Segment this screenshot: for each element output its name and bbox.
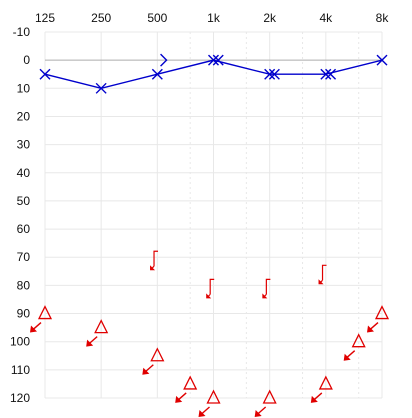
- x-tick-label: 125: [35, 11, 55, 25]
- series-x: [39, 54, 388, 94]
- data-point-bracket: [150, 250, 159, 271]
- x-tick-label: 4k: [319, 11, 333, 25]
- data-point-x: [39, 68, 51, 80]
- x-tick-label: 1k: [207, 11, 221, 25]
- data-point-bracket: [262, 278, 271, 299]
- grid-layer: [44, 31, 383, 399]
- data-point-x: [376, 54, 388, 66]
- data-point-triangle-arrow: [86, 319, 109, 347]
- y-tick-label: 40: [17, 166, 31, 180]
- y-tick-label: 80: [17, 278, 31, 292]
- data-point-bracket: [206, 278, 215, 299]
- data-point-x: [212, 54, 224, 66]
- y-tick-label: 70: [17, 250, 31, 264]
- series-layer: [30, 53, 390, 417]
- series-bracket: [150, 250, 327, 299]
- data-point-x: [325, 68, 337, 80]
- y-tick-label: 50: [17, 194, 31, 208]
- data-point-bone-right: [160, 53, 168, 67]
- data-point-x: [151, 68, 163, 80]
- y-tick-label: 90: [17, 307, 31, 321]
- data-point-x: [95, 82, 107, 94]
- data-point-triangle-arrow: [310, 375, 333, 403]
- y-tick-label: 30: [17, 138, 31, 152]
- y-tick-label: 20: [17, 109, 31, 123]
- y-tick-label: 100: [10, 335, 30, 349]
- data-point-x: [208, 54, 219, 66]
- data-point-triangle-arrow: [367, 305, 390, 333]
- data-point-x: [264, 68, 276, 80]
- y-tick-label: 110: [11, 363, 30, 377]
- data-point-x: [268, 68, 280, 80]
- y-tick-label: 60: [17, 222, 31, 236]
- series-triangle-arrow: [30, 305, 390, 417]
- data-point-triangle-arrow: [254, 389, 277, 417]
- data-point-triangle-arrow: [198, 389, 221, 417]
- data-point-bracket: [318, 264, 327, 285]
- data-point-triangle-arrow: [175, 375, 198, 403]
- axis-layer: 125 250 500 1k 2k 4k 8k -10 0 10 20 30 40 50 60 70 80 90 1…: [10, 11, 389, 405]
- y-tick-label: -10: [13, 25, 31, 39]
- x-tick-label: 2k: [263, 11, 277, 25]
- data-point-triangle-arrow: [142, 347, 165, 375]
- data-point-triangle-arrow: [30, 305, 53, 333]
- y-tick-label: 10: [17, 81, 31, 95]
- y-tick-label: 120: [10, 391, 30, 405]
- x-tick-label: 8k: [376, 11, 390, 25]
- x-tick-label: 500: [147, 11, 167, 25]
- data-point-triangle-arrow: [343, 333, 366, 361]
- series-bone-right: [160, 53, 168, 67]
- y-tick-label: 0: [23, 53, 30, 67]
- data-point-x: [320, 68, 332, 80]
- x-tick-label: 250: [91, 11, 111, 25]
- series-x: [212, 54, 337, 80]
